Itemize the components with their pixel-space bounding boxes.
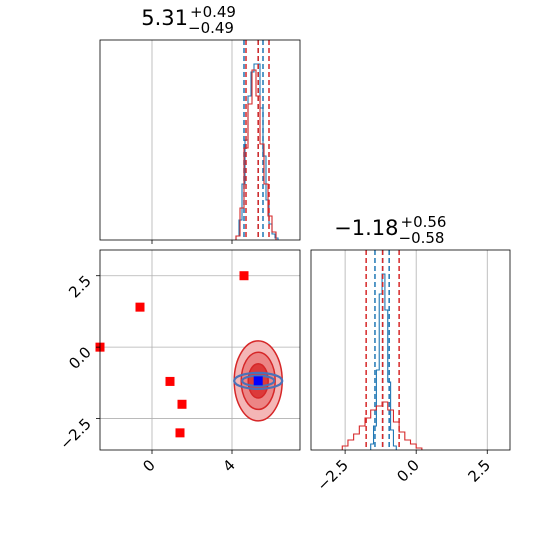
hist1-title-median: 5.31 (141, 6, 188, 30)
hist1-title-minus: −0.49 (188, 19, 234, 37)
hist2-frame (310, 249, 511, 451)
joint-marker-1 (135, 302, 145, 312)
joint-ytick-label-2: 2.5 (65, 272, 95, 302)
joint-xtick-label-0: 0 (139, 456, 158, 475)
joint-marker-4 (177, 399, 187, 409)
hist2-xtick-label-2: 2.5 (464, 456, 494, 486)
joint-marker-6 (253, 376, 263, 386)
joint-contour-1-level-1 (241, 374, 276, 388)
joint-ytick-label-1: 0.0 (65, 343, 95, 373)
hist2-xtick-label-0: −2.5 (313, 456, 351, 494)
joint-frame (99, 249, 301, 451)
joint-contour-panel: 0 4 −2.5 0.0 2.5 (56, 249, 301, 476)
joint-marker-5 (175, 428, 185, 438)
hist1-frame (99, 39, 301, 241)
hist2-title-plus: +0.56 (401, 213, 447, 231)
joint-marker-3 (165, 376, 175, 386)
hist2-title-minus: −0.58 (399, 229, 445, 247)
histogram-panel-param-2: −2.5 0.0 2.5 −1.18 +0.56−0.58 (310, 213, 511, 495)
hist2-xtick-label-1: 0.0 (393, 456, 423, 486)
hist2-title-median: −1.18 (334, 216, 398, 240)
hist2-series-0-step (370, 273, 397, 450)
histogram-panel-param-1: 5.31 +0.49−0.49 (99, 3, 301, 244)
joint-xtick-label-1: 4 (219, 456, 238, 475)
joint-marker-2 (239, 271, 249, 281)
joint-contour-1-level-0 (233, 371, 284, 390)
hist1-title-plus: +0.49 (190, 3, 236, 21)
joint-ytick-label-0: −2.5 (56, 415, 94, 453)
hist1-series-1-step (235, 69, 277, 240)
hist1-series-0-step (235, 63, 279, 240)
